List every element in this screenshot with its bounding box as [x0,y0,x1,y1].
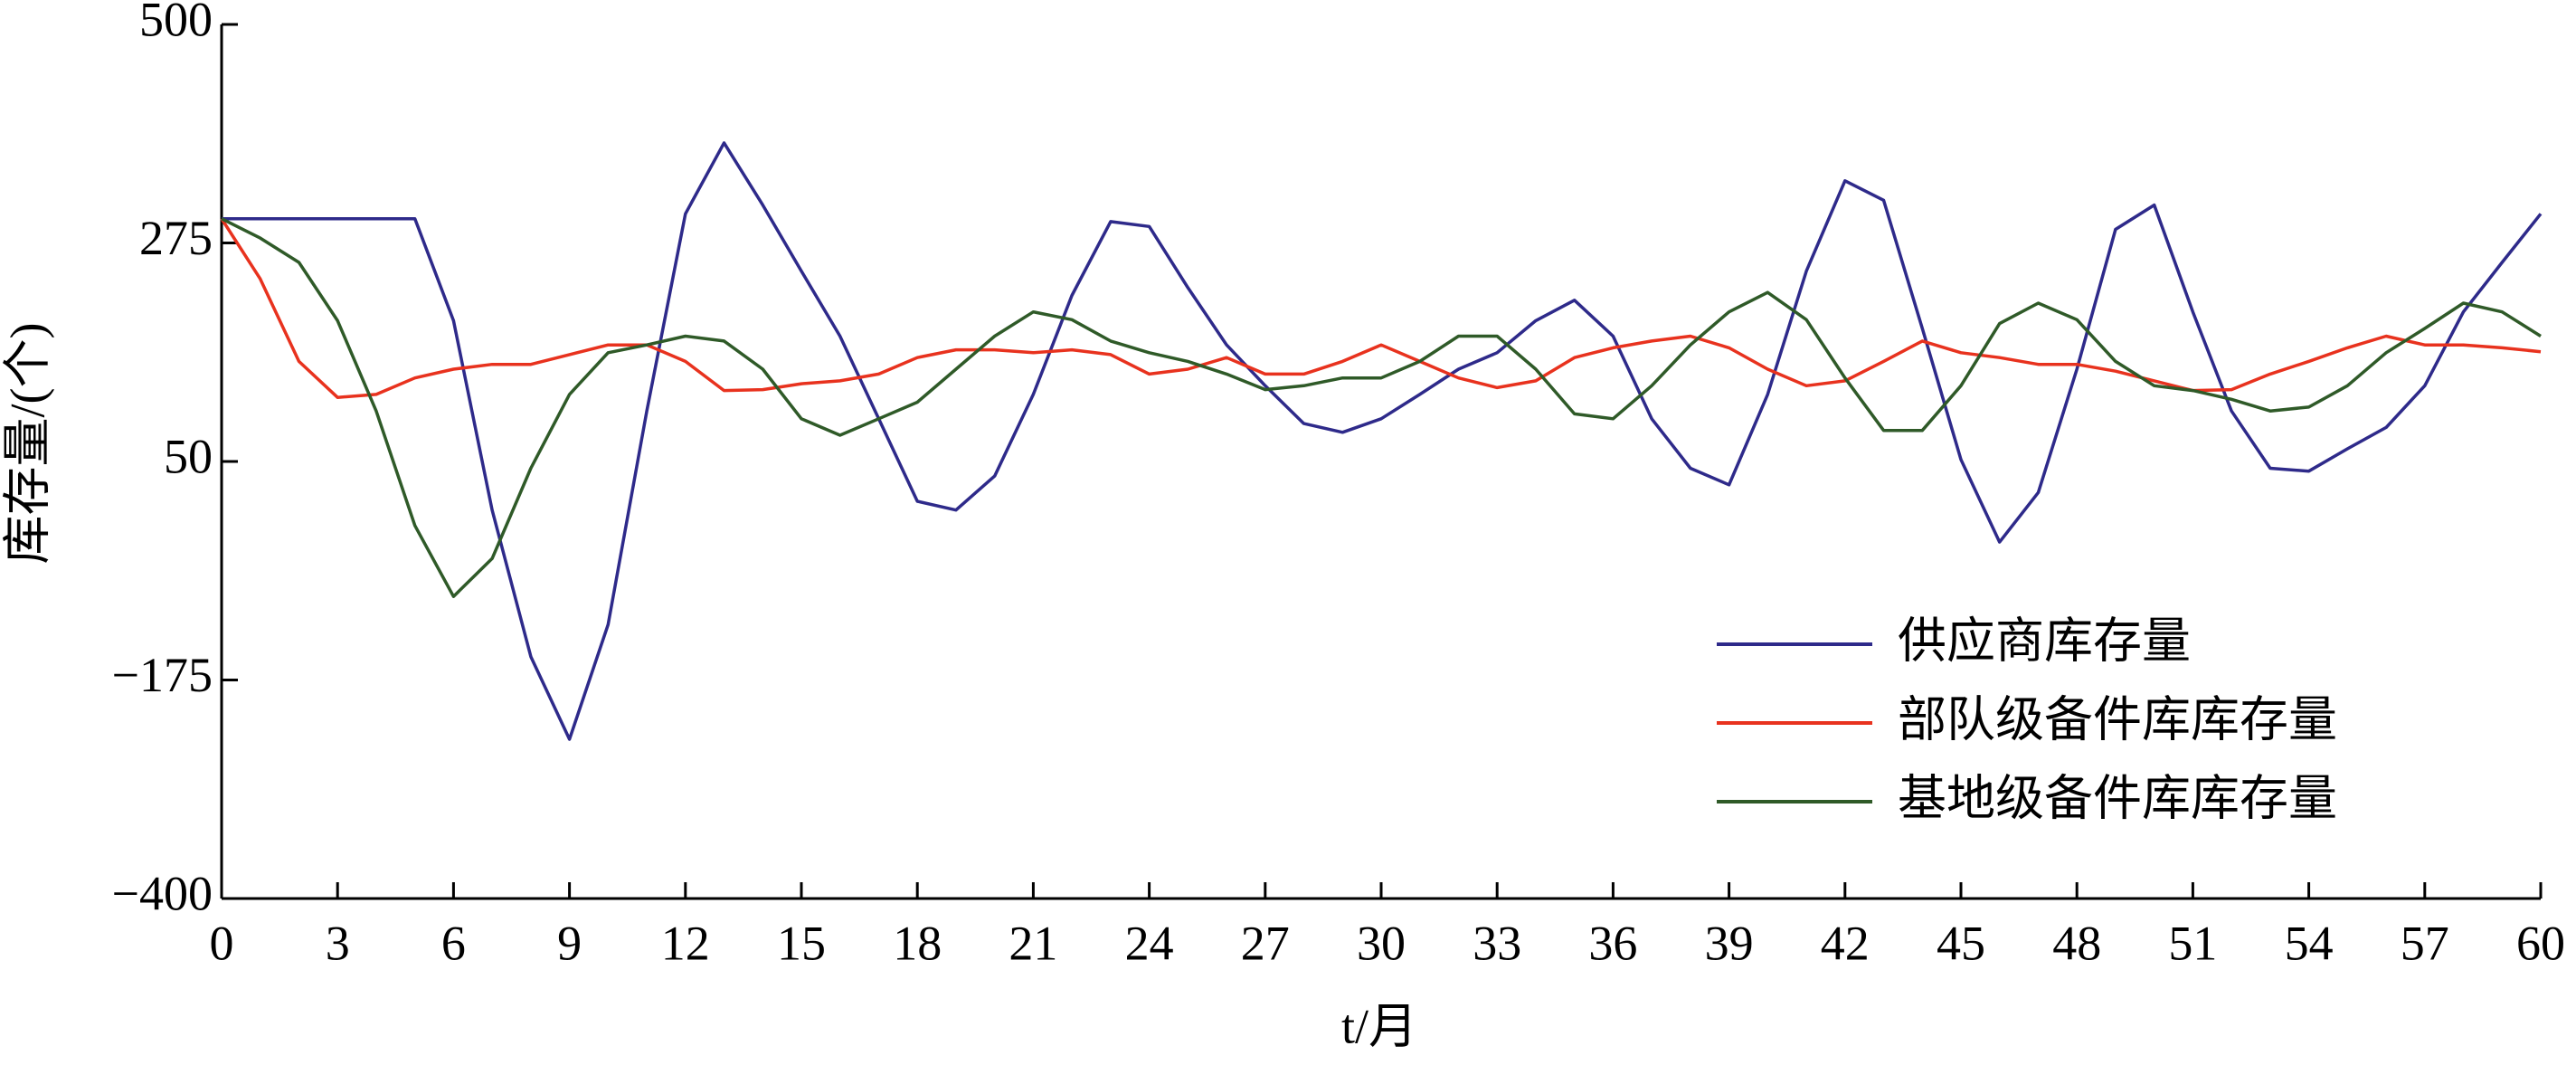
x-tick-label: 18 [893,916,942,970]
x-tick-label: 15 [777,916,826,970]
x-tick-label: 3 [326,916,350,970]
x-tick-label: 42 [1821,916,1870,970]
y-tick-label: 500 [139,0,213,46]
y-tick-label: −175 [112,648,213,702]
x-tick-label: 12 [661,916,710,970]
x-tick-label: 30 [1357,916,1406,970]
x-tick-label: 33 [1473,916,1521,970]
legend-label: 基地级备件库库存量 [1898,770,2337,827]
x-tick-label: 24 [1125,916,1174,970]
x-tick-label: 21 [1009,916,1057,970]
x-tick-label: 9 [557,916,582,970]
x-tick-label: 45 [1937,916,1985,970]
x-tick-label: 54 [2285,916,2334,970]
x-tick-label: 60 [2516,916,2565,970]
x-tick-label: 36 [1588,916,1637,970]
y-axis-label: 库存量/(个) [0,323,54,565]
legend-label: 部队级备件库库存量 [1898,691,2337,748]
y-tick-label: 275 [139,211,213,265]
series-line [220,217,2542,399]
y-tick-label: −400 [112,866,213,920]
series-line [221,217,2542,598]
y-tick-label: 50 [164,429,213,483]
series-line [222,141,2543,741]
x-tick-label: 39 [1705,916,1754,970]
x-tick-label: 27 [1241,916,1290,970]
x-tick-label: 57 [2401,916,2449,970]
x-axis-label: t/月 [1341,999,1417,1053]
x-tick-label: 0 [210,916,234,970]
x-tick-label: 6 [441,916,466,970]
legend-label: 供应商库存量 [1898,613,2191,670]
x-tick-label: 51 [2168,916,2217,970]
x-tick-label: 48 [2052,916,2101,970]
